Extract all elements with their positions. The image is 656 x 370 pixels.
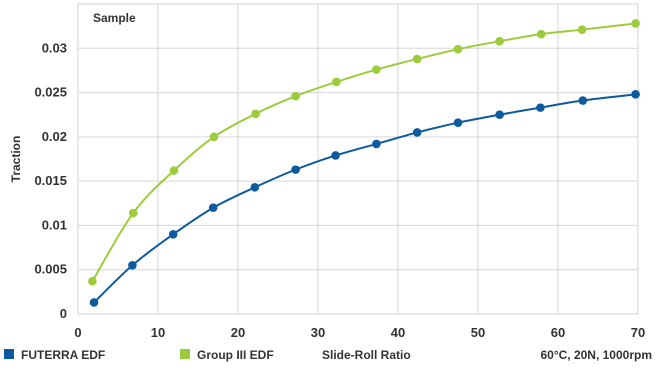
data-point-futerra xyxy=(412,128,422,137)
data-point-futerra xyxy=(208,203,218,213)
data-point-group-iii xyxy=(412,54,422,64)
data-point-group-iii xyxy=(631,19,640,28)
x-tick-label: 30 xyxy=(311,325,325,340)
title-box xyxy=(84,6,148,28)
data-point-group-iii xyxy=(128,208,138,218)
plot-area xyxy=(77,3,639,315)
data-point-group-iii xyxy=(372,65,381,74)
x-tick-label: 60 xyxy=(551,325,565,340)
data-point-group-iii xyxy=(291,91,300,101)
data-point-group-iii xyxy=(332,77,341,87)
data-point-futerra xyxy=(331,151,340,160)
y-tick-label: 0.03 xyxy=(42,40,67,55)
data-point-futerra xyxy=(536,103,545,112)
data-point-futerra xyxy=(495,110,504,120)
grid-lines xyxy=(78,4,638,314)
y-tick-label: 0 xyxy=(60,306,67,321)
data-point-group-iii xyxy=(577,25,587,34)
data-point-futerra xyxy=(89,298,99,307)
y-axis-label: Traction xyxy=(9,136,23,183)
data-point-futerra xyxy=(128,260,137,270)
data-point-futerra xyxy=(168,229,178,239)
legend-label-group-iii: Group III EDF xyxy=(197,348,274,362)
data-point-futerra xyxy=(291,165,300,174)
chart-title: Sample xyxy=(93,11,136,25)
data-point-group-iii xyxy=(88,276,97,286)
x-tick-label: 20 xyxy=(231,325,245,340)
data-point-group-iii xyxy=(495,36,504,46)
series-group xyxy=(88,19,640,307)
legend-swatch-group-iii xyxy=(180,349,190,359)
y-tick-labels: 0 0.005 0.01 0.015 0.02 0.025 0.03 xyxy=(34,40,67,321)
x-tick-label: 70 xyxy=(631,325,645,340)
y-tick-label: 0.01 xyxy=(42,217,67,232)
x-tick-label: 50 xyxy=(471,325,485,340)
x-tick-label: 0 xyxy=(74,325,81,340)
data-point-futerra xyxy=(250,183,260,192)
legend-label-futerra: FUTERRA EDF xyxy=(21,348,105,362)
x-axis-label: Slide-Roll Ratio xyxy=(322,348,411,362)
data-point-futerra xyxy=(372,139,381,149)
data-point-futerra xyxy=(453,118,463,127)
y-tick-label: 0.005 xyxy=(34,262,67,277)
data-point-group-iii xyxy=(209,132,219,142)
y-tick-label: 0.015 xyxy=(34,173,67,188)
x-tick-label: 10 xyxy=(151,325,165,340)
data-point-group-iii xyxy=(251,109,260,119)
x-tick-labels: 0 10 20 30 40 50 60 70 xyxy=(74,325,645,340)
data-point-futerra xyxy=(631,90,640,99)
test-conditions-note: 60°C, 20N, 1000rpm xyxy=(540,348,652,362)
data-point-futerra xyxy=(578,96,588,105)
data-point-group-iii xyxy=(536,29,546,39)
legend-swatch-futerra xyxy=(4,349,14,359)
x-tick-label: 40 xyxy=(391,325,405,340)
y-tick-label: 0.02 xyxy=(42,129,67,144)
y-tick-label: 0.025 xyxy=(34,85,67,100)
data-point-group-iii xyxy=(453,44,463,54)
data-point-group-iii xyxy=(169,166,179,175)
